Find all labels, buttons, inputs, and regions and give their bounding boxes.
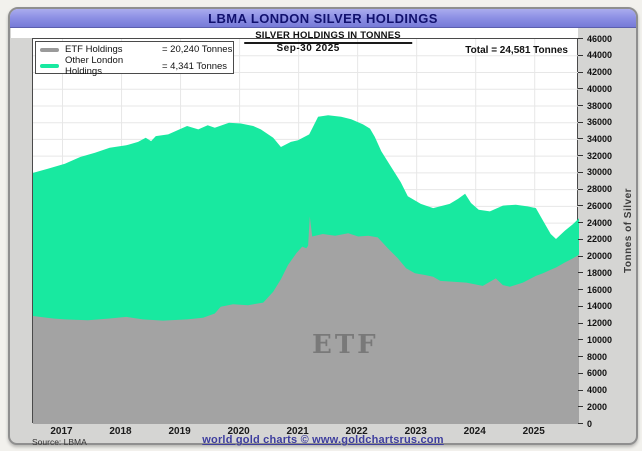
y-tick-label: 36000	[587, 117, 613, 128]
y-tick-label: 38000	[587, 100, 613, 111]
y-tick-label: 22000	[587, 234, 613, 245]
y-tick-mark	[578, 205, 583, 207]
source-credit: Source: LBMA	[32, 437, 87, 447]
y-tick-label: 6000	[587, 368, 608, 379]
legend-swatch-other-icon	[40, 64, 59, 68]
chart-subtitle: SILVER HOLDINGS IN TONNES	[244, 30, 412, 44]
legend-label: Other London Holdings	[65, 55, 124, 77]
x-tick-label: 2022	[345, 426, 368, 437]
y-tick-label: 32000	[587, 150, 613, 161]
x-axis: 2017 2018 2019 2020 2021 2022 2023 2024 2025	[32, 426, 578, 438]
y-tick-mark	[578, 389, 583, 391]
y-tick-mark	[578, 339, 583, 341]
legend: ETF Holdings = 20,240 Tonnes Other Londo…	[35, 41, 234, 77]
legend-value: = 20,240 Tonnes	[162, 44, 233, 55]
y-tick-label: 14000	[587, 301, 613, 312]
y-tick-label: 28000	[587, 184, 613, 195]
y-tick-mark	[578, 54, 583, 56]
y-tick-label: 2000	[587, 401, 608, 412]
y-tick-label: 46000	[587, 33, 613, 44]
y-tick-label: 18000	[587, 267, 613, 278]
y-tick-mark	[578, 406, 583, 408]
y-tick-mark	[578, 356, 583, 357]
y-tick-label: 0	[587, 418, 593, 429]
y-tick-label: 20000	[587, 251, 613, 262]
y-tick-mark	[578, 138, 583, 140]
legend-item-etf: ETF Holdings = 20,240 Tonnes	[40, 44, 233, 55]
y-tick-label: 34000	[587, 133, 613, 144]
y-tick-label: 12000	[587, 318, 613, 329]
title-bar: LBMA LONDON SILVER HOLDINGS	[10, 9, 636, 28]
y-tick-label: 8000	[587, 351, 608, 362]
y-tick-label: 42000	[587, 67, 613, 77]
y-tick-mark	[578, 289, 583, 291]
etf-area-label: ETF	[312, 330, 379, 360]
y-tick-label: 30000	[587, 167, 613, 178]
y-tick-mark	[578, 38, 583, 39]
y-tick-mark	[578, 188, 583, 190]
y-tick-mark	[578, 423, 583, 424]
y-axis: 0 2000 4000 6000 8000 10000 12000 14000 16000 180…	[578, 34, 640, 429]
legend-label: ETF Holdings	[65, 44, 123, 55]
x-tick-label: 2020	[227, 426, 250, 437]
y-tick-mark	[578, 155, 583, 157]
plot-area: ETF Holdings = 20,240 Tonnes Other Londo…	[32, 38, 579, 424]
watermark-url: world gold charts © www.goldchartsrus.co…	[202, 434, 444, 446]
y-tick-mark	[578, 222, 583, 224]
subtitle-band	[11, 28, 578, 38]
page-title: LBMA LONDON SILVER HOLDINGS	[208, 10, 438, 26]
y-tick-mark	[578, 121, 583, 123]
x-tick-label: 2023	[404, 426, 427, 437]
legend-value: = 4,341 Tonnes	[162, 60, 228, 72]
x-tick-label: 2018	[109, 426, 132, 437]
y-tick-label: 44000	[587, 50, 613, 61]
y-tick-mark	[578, 71, 583, 73]
y-tick-label: 10000	[587, 334, 613, 345]
stacked-area-chart	[33, 39, 579, 424]
y-tick-mark	[578, 372, 583, 374]
total-value-label: Total = 24,581 Tonnes	[465, 45, 568, 56]
y-tick-label: 40000	[587, 83, 613, 94]
y-axis-title: Tonnes of Silver	[623, 187, 634, 274]
y-tick-mark	[578, 105, 583, 106]
x-tick-label: 2024	[463, 426, 486, 437]
y-tick-label: 26000	[587, 200, 613, 211]
y-tick-mark	[578, 171, 583, 173]
y-tick-mark	[578, 305, 583, 307]
x-tick-label: 2017	[50, 426, 73, 437]
y-tick-label: 24000	[587, 217, 613, 228]
x-tick-label: 2025	[522, 426, 545, 437]
y-tick-label: 4000	[587, 385, 608, 395]
y-tick-mark	[578, 88, 583, 90]
legend-item-other-london: Other London Holdings = 4,341 Tonnes	[40, 55, 229, 77]
y-tick-mark	[578, 272, 583, 274]
y-tick-label: 16000	[587, 284, 613, 295]
y-tick-mark	[578, 322, 583, 324]
y-tick-mark	[578, 255, 583, 257]
as-of-date-label: Sep-30 2025	[276, 43, 340, 54]
chart-panel: LBMA LONDON SILVER HOLDINGS SILVER HOLDI…	[8, 7, 640, 447]
x-tick-label: 2019	[168, 426, 191, 437]
x-tick-label: 2021	[286, 426, 309, 437]
legend-swatch-etf-icon	[40, 47, 59, 52]
y-tick-mark	[578, 238, 583, 240]
